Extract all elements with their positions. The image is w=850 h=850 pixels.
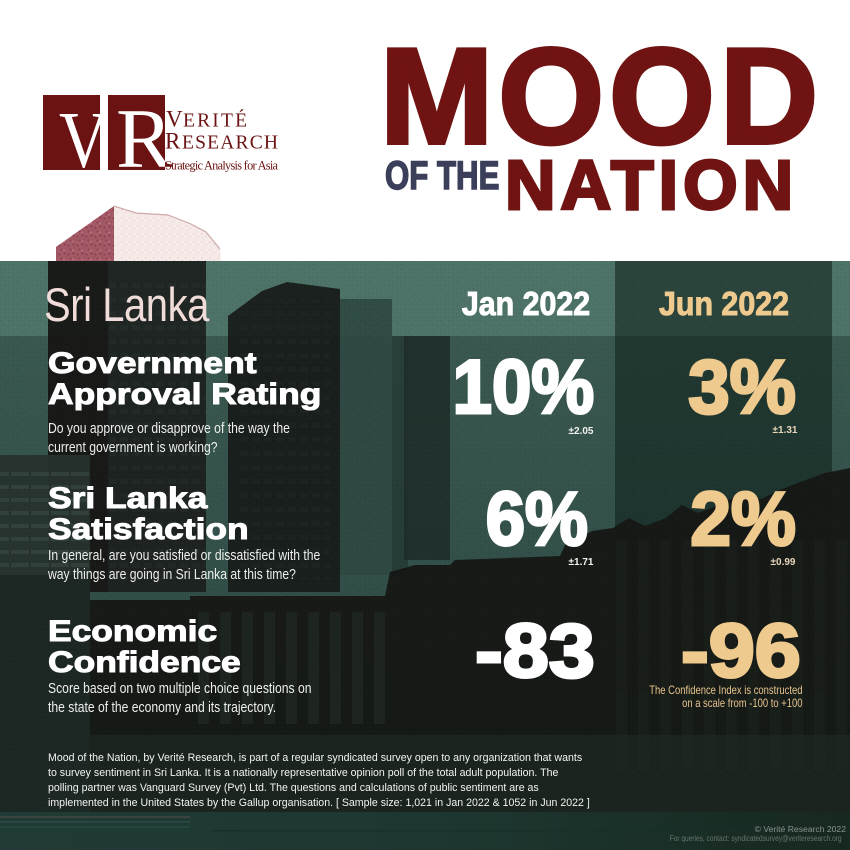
svg-text:R: R xyxy=(116,92,173,186)
svg-text:R: R xyxy=(116,92,173,186)
svg-text:ESEARCH: ESEARCH xyxy=(182,133,278,154)
svg-text:Strategic Analysis for Asia: Strategic Analysis for Asia xyxy=(165,159,279,173)
svg-text:R: R xyxy=(165,129,181,154)
svg-text:ERITÉ: ERITÉ xyxy=(183,110,247,132)
svg-text:V: V xyxy=(166,107,183,132)
svg-text:V: V xyxy=(59,97,108,185)
